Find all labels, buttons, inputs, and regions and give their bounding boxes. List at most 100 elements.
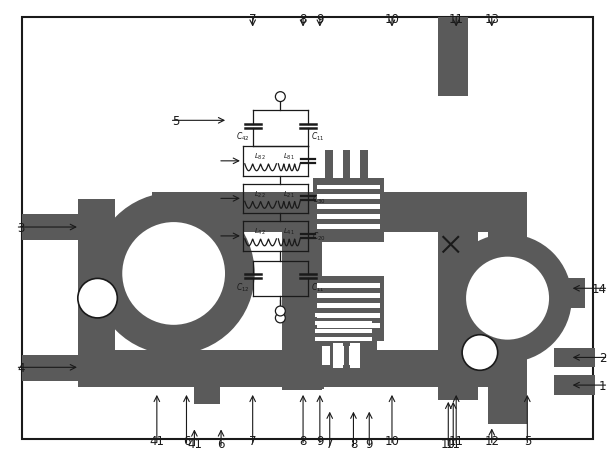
Text: 6: 6	[217, 437, 225, 450]
Text: $C_{42}$: $C_{42}$	[236, 131, 249, 143]
Text: 11: 11	[448, 13, 464, 26]
Bar	[282, 348, 324, 389]
Bar	[342, 341, 351, 369]
Text: 6: 6	[183, 434, 190, 448]
Bar	[317, 195, 380, 200]
Text: 9: 9	[316, 434, 323, 448]
Bar	[317, 185, 380, 190]
Bar	[351, 343, 360, 369]
Text: 8: 8	[299, 434, 307, 448]
Text: $L_{81}$: $L_{81}$	[283, 151, 295, 162]
Bar	[313, 277, 384, 341]
Circle shape	[466, 257, 549, 340]
Bar	[360, 341, 368, 369]
Text: 10: 10	[384, 13, 399, 26]
Bar	[336, 346, 344, 365]
Text: $C_{11}$: $C_{11}$	[311, 131, 325, 143]
Text: 8: 8	[350, 437, 357, 450]
Text: 8: 8	[299, 13, 307, 26]
Text: $C_{12}$: $C_{12}$	[236, 280, 249, 293]
Bar	[195, 350, 220, 404]
Bar	[333, 152, 342, 178]
Circle shape	[275, 92, 285, 102]
Text: 7: 7	[249, 434, 256, 448]
Bar	[282, 193, 322, 390]
Text: 2: 2	[599, 351, 606, 364]
Bar	[22, 356, 78, 381]
Text: $L_{22}$: $L_{22}$	[254, 189, 265, 199]
Text: 41: 41	[187, 437, 202, 450]
Bar	[310, 308, 377, 351]
Text: $L_{41}$: $L_{41}$	[283, 226, 295, 236]
Text: $C_{30}$: $C_{30}$	[312, 193, 326, 205]
Text: 3: 3	[17, 221, 25, 234]
Circle shape	[275, 313, 285, 323]
Bar	[349, 346, 357, 365]
Text: 12: 12	[484, 434, 499, 448]
Bar	[360, 151, 368, 178]
Bar	[336, 346, 344, 365]
Bar	[342, 151, 351, 178]
Bar	[439, 193, 527, 232]
Text: 9: 9	[365, 437, 373, 450]
Text: 11: 11	[448, 434, 464, 448]
Bar	[325, 341, 333, 369]
Bar	[152, 350, 193, 387]
Circle shape	[444, 235, 572, 363]
Text: $L_{21}$: $L_{21}$	[283, 189, 295, 199]
Text: 7: 7	[326, 437, 333, 450]
Text: 4: 4	[17, 361, 25, 374]
Bar	[152, 193, 320, 232]
Bar	[315, 313, 372, 317]
Bar	[315, 329, 372, 333]
Bar	[317, 215, 380, 220]
Circle shape	[78, 279, 117, 318]
Bar	[554, 375, 596, 395]
Bar	[313, 178, 384, 242]
Bar	[78, 200, 115, 387]
Text: $C_{11}$: $C_{11}$	[311, 280, 325, 293]
Text: $L_{42}$: $L_{42}$	[254, 226, 265, 236]
Bar	[349, 346, 357, 365]
Bar	[333, 343, 342, 369]
Bar	[78, 350, 205, 387]
Text: 5: 5	[172, 115, 179, 128]
Text: $C_{20}$: $C_{20}$	[312, 230, 326, 243]
Bar	[315, 321, 372, 325]
Circle shape	[92, 193, 254, 355]
Text: 10: 10	[441, 437, 456, 450]
Bar	[322, 346, 330, 365]
Text: 41: 41	[149, 434, 164, 448]
Bar	[317, 224, 380, 230]
Bar	[317, 303, 380, 308]
Text: 7: 7	[249, 13, 256, 26]
Bar	[439, 17, 468, 96]
Circle shape	[122, 223, 225, 325]
Bar	[317, 313, 380, 318]
Bar	[320, 193, 478, 232]
Bar	[439, 193, 478, 400]
Bar	[317, 205, 380, 210]
Bar	[152, 193, 320, 232]
Bar	[488, 193, 527, 257]
Bar	[317, 284, 380, 289]
Bar	[22, 215, 78, 241]
Circle shape	[275, 307, 285, 316]
Bar	[537, 279, 585, 308]
Text: 10: 10	[384, 434, 399, 448]
Bar	[195, 350, 404, 387]
Text: 5: 5	[524, 434, 531, 448]
Text: 1: 1	[599, 379, 606, 392]
Text: 9: 9	[316, 13, 323, 26]
Bar	[325, 151, 333, 178]
Bar	[322, 346, 330, 365]
Bar	[439, 350, 513, 387]
Bar	[554, 348, 596, 368]
Text: 14: 14	[591, 282, 606, 295]
Bar	[317, 323, 380, 328]
Bar	[399, 350, 471, 387]
Bar	[315, 337, 372, 341]
Bar	[317, 294, 380, 298]
Bar	[152, 193, 193, 272]
Text: 13: 13	[484, 13, 499, 26]
